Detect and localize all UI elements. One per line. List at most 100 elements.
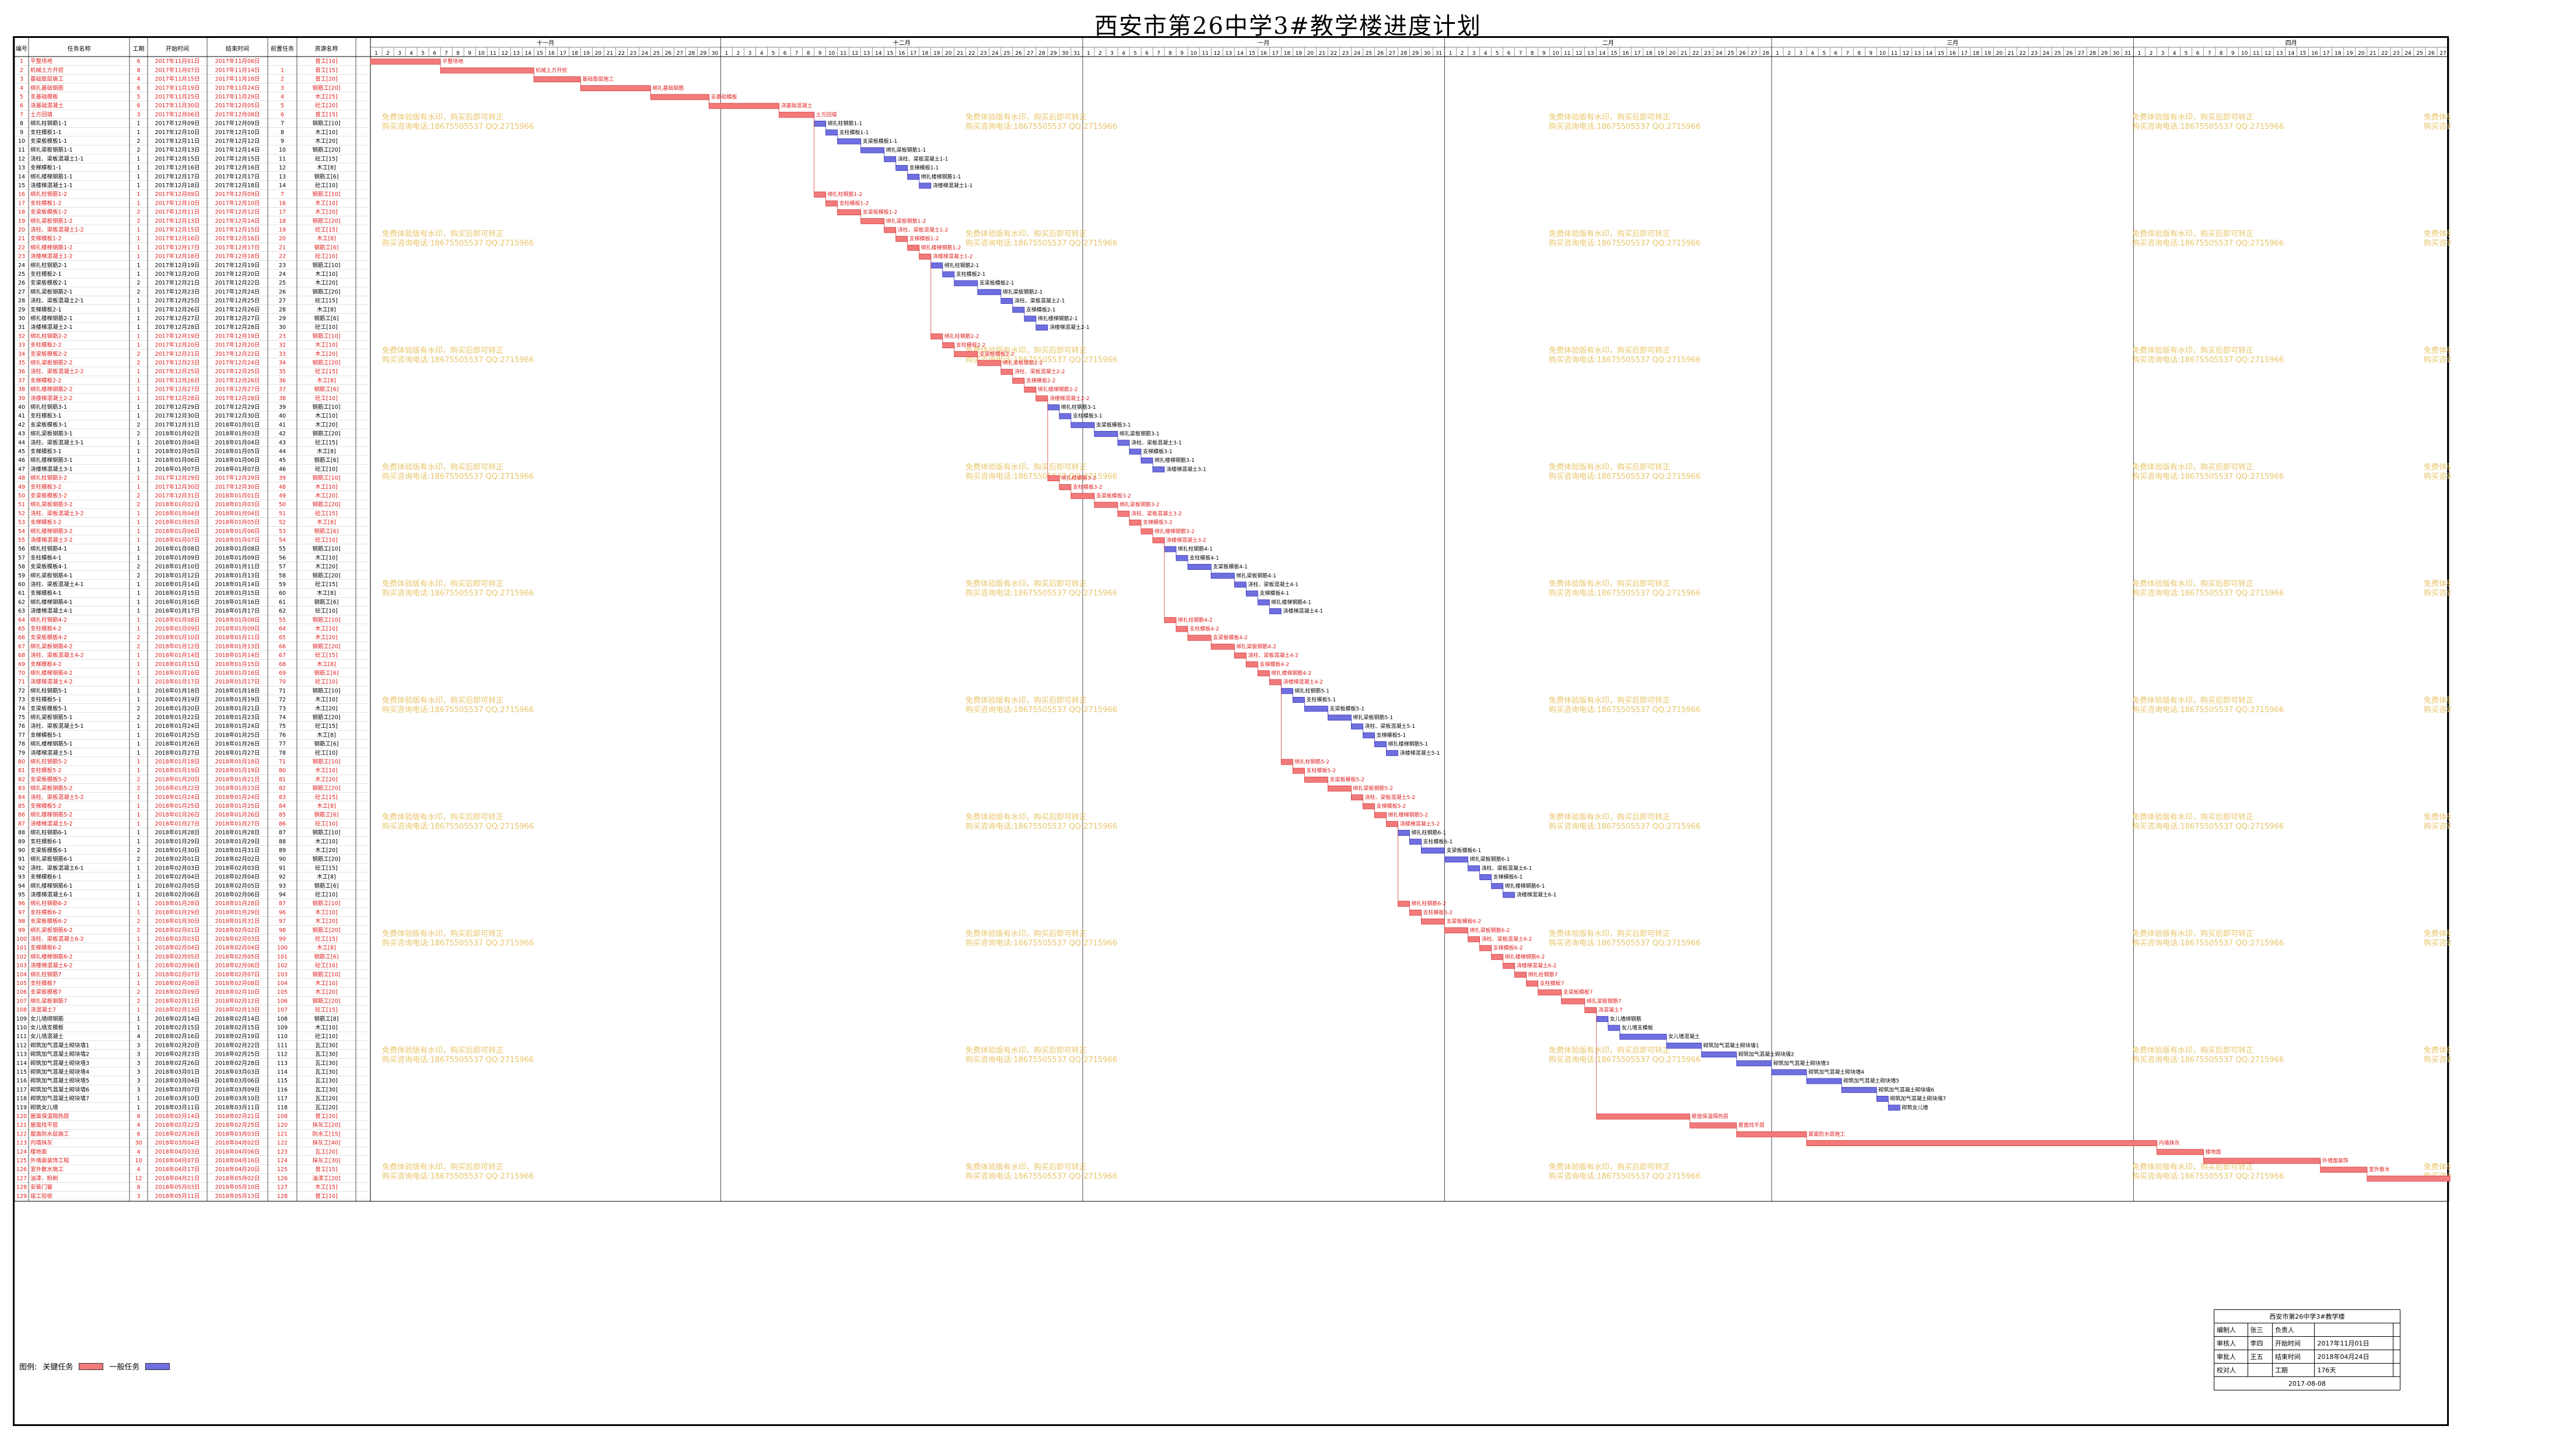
table-cell: 浇柱、梁板混凝土6-2 xyxy=(30,936,84,943)
watermark-line: 免费体验版有水印，购买后即可转正 xyxy=(2424,812,2451,822)
table-cell: 绑扎楼梯钢筋1-2 xyxy=(30,244,73,251)
gantt-bar xyxy=(1491,954,1504,960)
table-cell: 2018年01月31日 xyxy=(215,918,260,925)
bar-label: 浇楼梯混凝土2-2 xyxy=(1049,395,1090,402)
table-cell: 钢筋工[20] xyxy=(312,643,340,650)
gantt-bar xyxy=(1584,1007,1597,1014)
gantt-bar xyxy=(1327,714,1352,721)
table-cell: 39 xyxy=(279,404,286,411)
table-cell: 107 xyxy=(16,998,27,1004)
table-cell: 6 xyxy=(20,103,23,109)
table-cell: 绑扎基础钢筋 xyxy=(30,85,64,92)
table-cell: 支梁板模板2-2 xyxy=(30,351,67,358)
table-cell: 木工[10] xyxy=(315,271,338,278)
day-label: 8 xyxy=(456,51,460,57)
table-cell: 2017年12月27日 xyxy=(155,386,200,393)
table-cell: 砼工[10] xyxy=(315,253,338,260)
watermark-line: 免费体验版有水印，购买后即可转正 xyxy=(2424,463,2451,472)
bar-label: 支柱模板3-2 xyxy=(1073,483,1102,490)
day-label: 23 xyxy=(2031,51,2038,57)
info-cell: 结束时间 xyxy=(2272,1350,2315,1364)
table-cell: 8 xyxy=(136,67,140,73)
gantt-bar xyxy=(1269,608,1282,615)
day-label: 24 xyxy=(1716,51,1723,57)
day-label: 6 xyxy=(783,51,787,57)
watermark-line: 免费体验版有水印，购买后即可转正 xyxy=(382,929,503,938)
table-cell: 86 xyxy=(18,812,25,818)
table-cell: 89 xyxy=(279,847,286,854)
table-cell: 101 xyxy=(277,954,288,960)
table-cell: 2017年12月30日 xyxy=(155,412,200,419)
table-cell: 2018年01月18日 xyxy=(215,758,260,765)
bar-label: 浇柱、梁板混凝土1-1 xyxy=(898,155,949,162)
day-label: 24 xyxy=(1354,51,1361,57)
table-cell: 2018年01月23日 xyxy=(215,785,260,792)
table-cell: 支梁板模板7 xyxy=(30,989,62,996)
table-cell: 2018年01月10日 xyxy=(155,563,200,570)
bar-label: 绑扎梁板钢筋5-2 xyxy=(1353,785,1393,792)
table-cell: 2018年02月05日 xyxy=(155,953,200,960)
watermark-line: 购买咨询电话:18675505537 QQ:2715966 xyxy=(2132,472,2284,481)
table-cell: 支梯模板6-1 xyxy=(30,874,62,881)
table-cell: 绑扎梁板钢筋3-1 xyxy=(30,430,73,437)
gantt-bar xyxy=(884,227,897,233)
gantt-bar xyxy=(1771,1069,1807,1075)
table-cell: 35 xyxy=(279,369,286,375)
table-cell: 44 xyxy=(279,449,286,455)
table-cell: 95 xyxy=(18,892,25,898)
table-cell: 33 xyxy=(279,351,286,358)
gantt-bar xyxy=(1374,741,1387,748)
watermark-line: 购买咨询电话:18675505537 QQ:2715966 xyxy=(2132,1172,2284,1181)
day-label: 13 xyxy=(2276,51,2283,57)
table-cell: 2018年02月22日 xyxy=(155,1122,200,1129)
gantt-bar xyxy=(1245,661,1258,668)
bar-label: 绑扎梁板钢筋1-2 xyxy=(886,218,926,225)
table-cell: 2018年02月10日 xyxy=(215,989,260,996)
gantt-bar xyxy=(1444,927,1468,934)
table-cell: 9 xyxy=(20,129,23,136)
day-label: 23 xyxy=(1342,51,1349,57)
gantt-bar xyxy=(954,351,978,358)
table-cell: 砌筑加气混凝土砌块墙1 xyxy=(30,1042,89,1049)
table-cell: 木工[10] xyxy=(315,838,338,845)
table-cell: 2018年01月25日 xyxy=(215,803,260,810)
day-label: 3 xyxy=(1799,51,1803,57)
table-cell: 2017年12月09日 xyxy=(215,191,260,198)
bar-label: 支基础模板 xyxy=(710,93,737,100)
day-label: 14 xyxy=(1926,51,1933,57)
day-label: 25 xyxy=(653,51,660,57)
day-label: 23 xyxy=(980,51,986,57)
day-label: 15 xyxy=(2300,51,2306,57)
table-cell: 2018年02月20日 xyxy=(155,1042,200,1049)
table-cell: 钢筋工[10] xyxy=(312,404,340,411)
day-label: 29 xyxy=(1050,51,1057,57)
gantt-bar xyxy=(1363,732,1375,738)
table-cell: 抹灰工[20] xyxy=(312,1122,340,1129)
info-cell: 2017年11月01日 xyxy=(2314,1336,2393,1350)
table-cell: 2017年12月25日 xyxy=(215,368,260,375)
table-cell: 1 xyxy=(136,901,140,907)
table-cell: 51 xyxy=(18,502,25,508)
table-cell: 2018年01月14日 xyxy=(215,581,260,588)
table-cell: 2018年01月13日 xyxy=(215,572,260,579)
table-cell: 51 xyxy=(279,510,286,517)
table-cell: 木工[8] xyxy=(317,377,335,384)
table-cell: 1 xyxy=(136,1105,140,1111)
table-cell: 34 xyxy=(18,351,25,358)
table-cell: 2018年01月01日 xyxy=(215,492,260,499)
bar-label: 支梁板模板2-2 xyxy=(979,351,1014,358)
bar-label: 绑扎柱钢筋6-2 xyxy=(1412,900,1447,907)
table-cell: 2 xyxy=(136,927,140,934)
table-cell: 66 xyxy=(18,635,25,641)
table-cell: 2018年01月18日 xyxy=(155,687,200,694)
day-label: 25 xyxy=(2054,51,2061,57)
gantt-bar xyxy=(1292,697,1305,703)
table-cell: 2017年12月20日 xyxy=(155,271,200,278)
table-cell: 2018年01月16日 xyxy=(155,598,200,605)
table-cell: 2017年12月16日 xyxy=(155,235,200,242)
table-cell: 2018年02月05日 xyxy=(215,882,260,889)
watermark-line: 免费体验版有水印，购买后即可转正 xyxy=(965,113,1087,122)
table-cell: 油漆、粉刷 xyxy=(30,1175,58,1182)
table-cell: 36 xyxy=(18,369,25,375)
table-cell: 浇楼梯混凝土5-2 xyxy=(30,820,73,827)
